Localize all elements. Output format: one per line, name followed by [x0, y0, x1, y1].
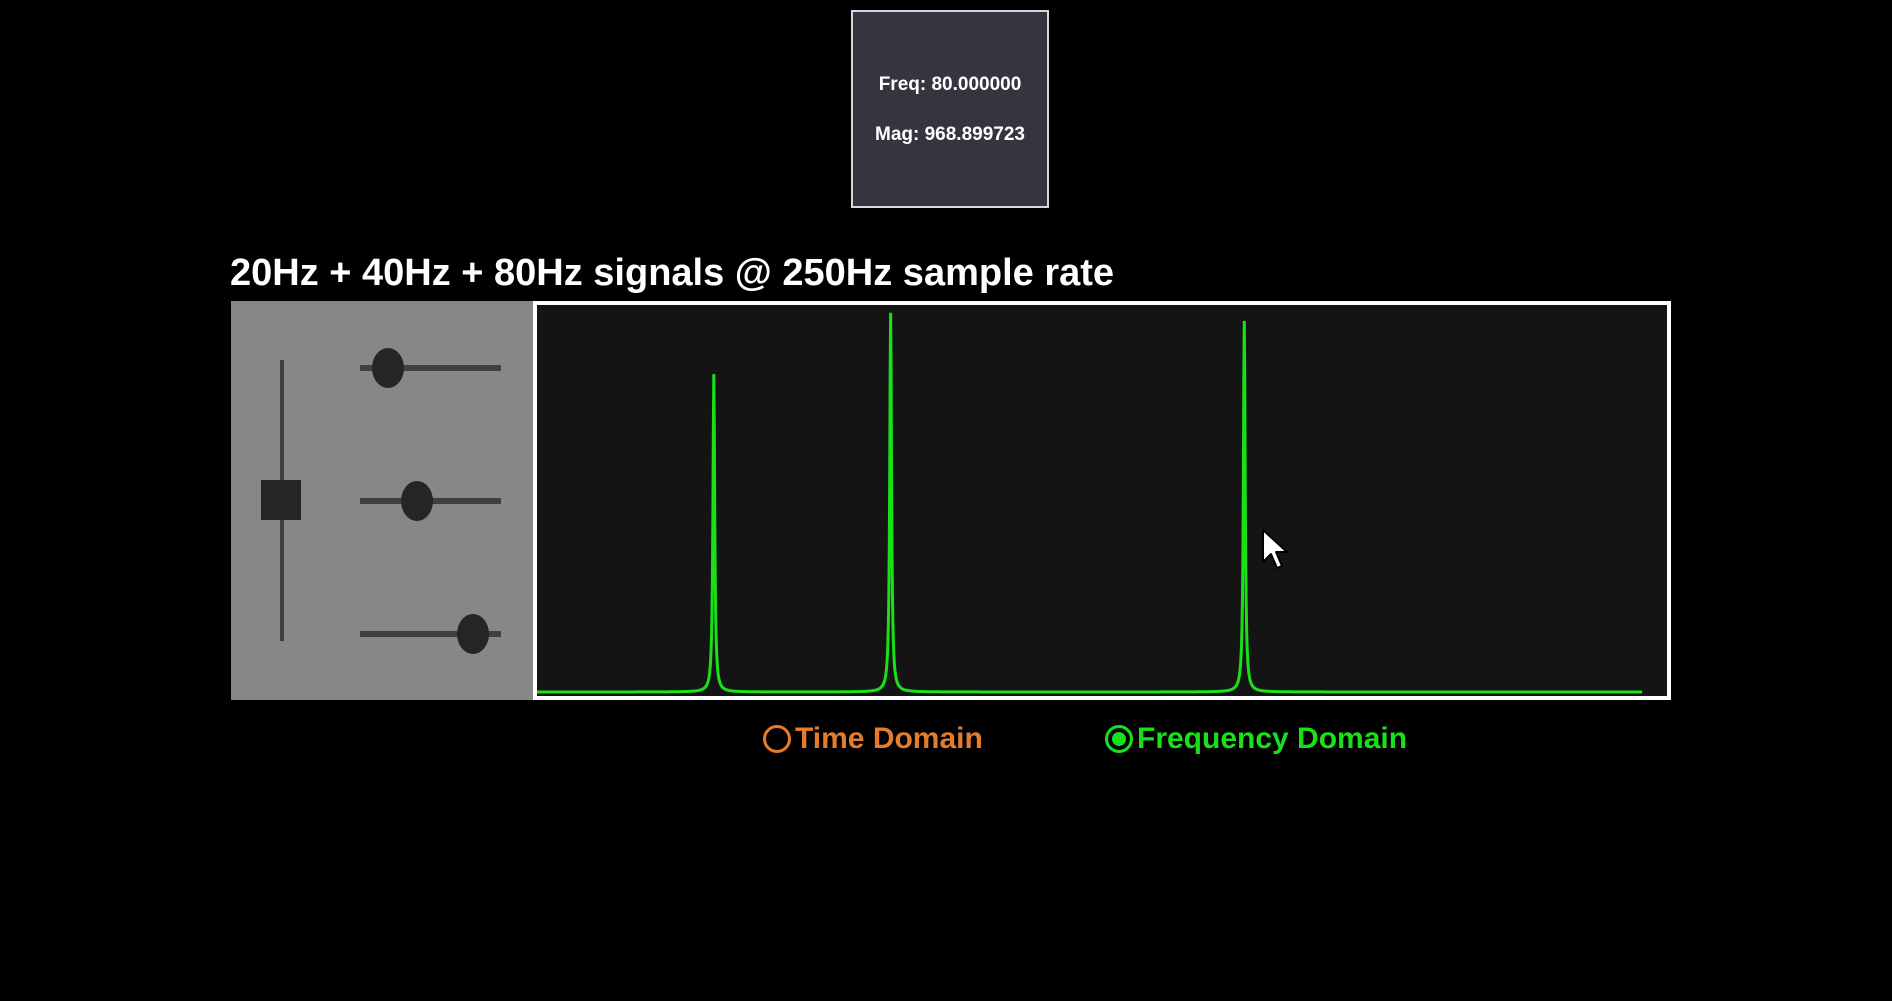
frequency-domain-label[interactable]: Frequency Domain [1137, 722, 1408, 755]
frequency-slider-1-handle[interactable] [372, 348, 404, 388]
hover-tooltip: Freq: 80.000000 Mag: 968.899723 [851, 10, 1049, 208]
frequency-slider-2-handle[interactable] [401, 481, 433, 521]
time-domain-label[interactable]: Time Domain [795, 722, 983, 755]
spectrum-series-line [537, 312, 1643, 694]
frequency-domain-radio-dot [1112, 732, 1126, 746]
frequency-slider-3-handle[interactable] [457, 614, 489, 654]
controls-panel [231, 301, 533, 700]
spectrum-chart [537, 312, 1643, 694]
page-title: 20Hz + 40Hz + 80Hz signals @ 250Hz sampl… [230, 252, 1115, 294]
amplitude-slider-handle[interactable] [261, 480, 301, 520]
frequency-domain-radio[interactable]: Frequency Domain [1105, 722, 1407, 756]
frequency-slider-3-track[interactable] [360, 631, 501, 637]
frequency-slider-1-track[interactable] [360, 365, 501, 371]
mouse-pointer-icon [1262, 529, 1288, 569]
spectrum-plot[interactable] [533, 301, 1671, 700]
time-domain-radio-circle[interactable] [763, 725, 791, 753]
frequency-domain-radio-circle[interactable] [1105, 725, 1133, 753]
time-domain-radio[interactable]: Time Domain [763, 722, 983, 756]
tooltip-mag: Mag: 968.899723 [875, 124, 1025, 145]
tooltip-freq: Freq: 80.000000 [878, 74, 1022, 95]
